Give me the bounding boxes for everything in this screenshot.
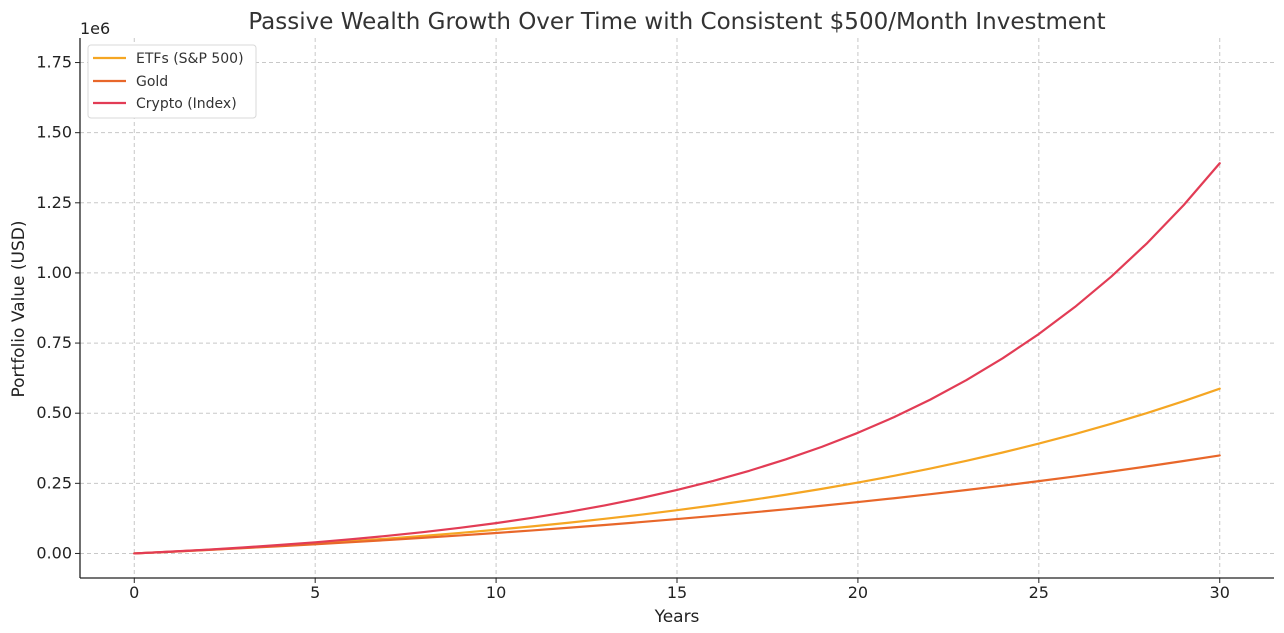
y-tick-label: 1.50 [36, 123, 72, 142]
x-tick-label: 5 [310, 583, 320, 602]
x-axis-ticks: 0 5 10 15 20 25 30 [129, 578, 1230, 602]
grid [80, 38, 1274, 578]
legend-label-etfs: ETFs (S&P 500) [136, 51, 244, 67]
y-axis-label: Portfolio Value (USD) [9, 220, 29, 397]
y-tick-label: 1.00 [36, 263, 72, 282]
y-tick-label: 1.75 [36, 53, 72, 72]
x-tick-label: 10 [486, 583, 506, 602]
x-tick-label: 30 [1210, 583, 1230, 602]
legend: ETFs (S&P 500) Gold Crypto (Index) [87, 44, 257, 119]
y-tick-label: 1.25 [36, 193, 72, 212]
x-tick-label: 20 [848, 583, 868, 602]
chart-title: Passive Wealth Growth Over Time with Con… [248, 9, 1105, 35]
x-tick-label: 25 [1029, 583, 1049, 602]
legend-label-crypto: Crypto (Index) [136, 96, 237, 112]
y-offset-label: 1e6 [80, 19, 110, 38]
y-tick-label: 0.50 [36, 403, 72, 422]
x-tick-label: 0 [129, 583, 139, 602]
x-tick-label: 15 [667, 583, 687, 602]
y-tick-label: 0.00 [36, 543, 72, 562]
series-line-crypto-index [133, 162, 1221, 555]
x-axis-label: Years [654, 607, 700, 627]
series-line-gold [133, 454, 1221, 555]
legend-label-gold: Gold [136, 74, 168, 90]
y-tick-label: 0.25 [36, 473, 72, 492]
y-tick-label: 0.75 [36, 333, 72, 352]
y-axis-ticks: 0.00 0.25 0.50 0.75 1.00 1.25 1.50 1.75 [36, 53, 80, 562]
legend-box [87, 44, 257, 119]
series-lines [133, 162, 1221, 555]
